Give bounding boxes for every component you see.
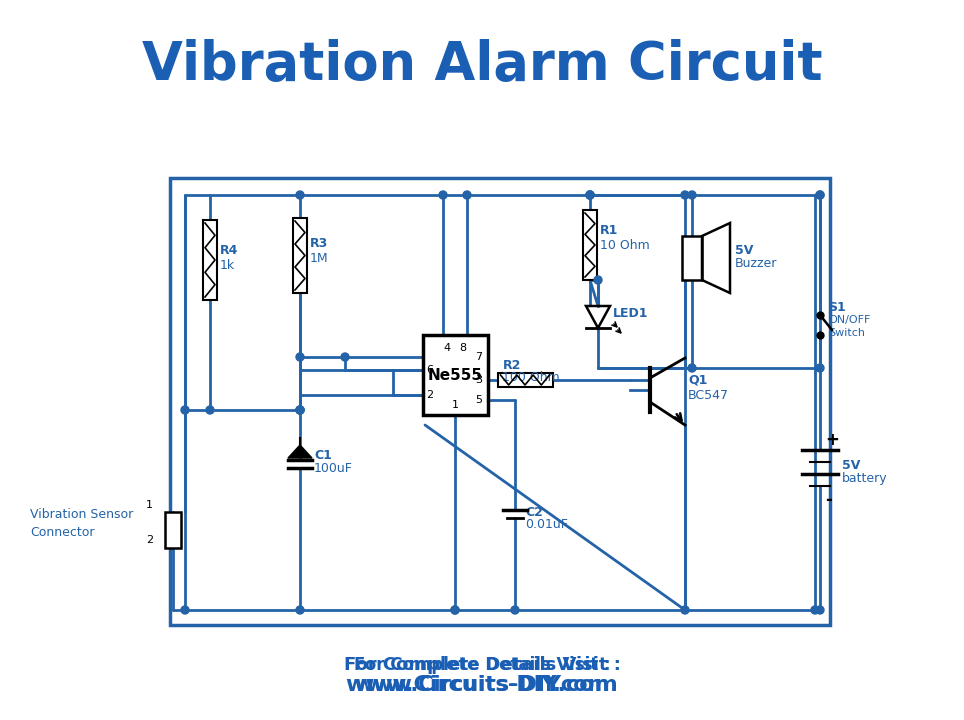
Text: R2: R2 xyxy=(502,359,521,372)
Text: C1: C1 xyxy=(314,449,332,462)
Bar xyxy=(293,218,307,293)
Text: S1: S1 xyxy=(828,300,845,313)
Text: 100uF: 100uF xyxy=(314,462,353,474)
Text: 2: 2 xyxy=(426,390,434,400)
Text: C2: C2 xyxy=(525,505,543,518)
Text: ON/OFF: ON/OFF xyxy=(828,315,870,325)
Circle shape xyxy=(586,191,594,199)
Circle shape xyxy=(811,606,819,614)
Text: 100 Ohm: 100 Ohm xyxy=(502,371,560,384)
Text: www.Circuits-DIY.com: www.Circuits-DIY.com xyxy=(355,675,609,695)
Text: 1M: 1M xyxy=(310,251,329,264)
Circle shape xyxy=(688,364,696,372)
Circle shape xyxy=(594,276,602,284)
Text: 1: 1 xyxy=(451,400,459,410)
Circle shape xyxy=(439,191,447,199)
Text: LED1: LED1 xyxy=(613,307,649,320)
Text: +: + xyxy=(825,431,839,449)
Text: BC547: BC547 xyxy=(688,389,729,402)
Circle shape xyxy=(688,191,696,199)
Text: -: - xyxy=(825,491,832,509)
Circle shape xyxy=(181,406,189,414)
Bar xyxy=(682,236,702,280)
Text: Vibration Sensor: Vibration Sensor xyxy=(30,508,133,521)
Text: R1: R1 xyxy=(600,223,618,236)
Bar xyxy=(583,210,597,280)
Text: For Complete Details Visit :: For Complete Details Visit : xyxy=(354,656,610,674)
Text: 3: 3 xyxy=(475,375,483,385)
Bar xyxy=(203,220,217,300)
Circle shape xyxy=(296,406,304,414)
Circle shape xyxy=(816,606,824,614)
Text: 5V: 5V xyxy=(842,459,861,472)
Text: 6: 6 xyxy=(426,365,434,375)
Circle shape xyxy=(681,191,689,199)
Circle shape xyxy=(296,406,304,414)
Circle shape xyxy=(296,606,304,614)
Circle shape xyxy=(296,191,304,199)
Bar xyxy=(422,335,488,415)
Circle shape xyxy=(451,606,459,614)
Circle shape xyxy=(681,606,689,614)
Text: 10 Ohm: 10 Ohm xyxy=(600,238,650,251)
Text: Q1: Q1 xyxy=(688,374,708,387)
Text: www.Circuits-DIY.com: www.Circuits-DIY.com xyxy=(346,675,618,695)
Text: 5: 5 xyxy=(475,395,483,405)
Text: Connector: Connector xyxy=(30,526,94,539)
Circle shape xyxy=(816,191,824,199)
Text: 4: 4 xyxy=(443,343,450,353)
Text: Ne555: Ne555 xyxy=(427,367,483,382)
Circle shape xyxy=(816,364,824,372)
Circle shape xyxy=(341,353,349,361)
Text: battery: battery xyxy=(842,472,888,485)
Polygon shape xyxy=(288,445,312,458)
Bar xyxy=(170,178,830,625)
Circle shape xyxy=(451,606,459,614)
Text: Switch: Switch xyxy=(828,328,865,338)
Text: Vibration Alarm Circuit: Vibration Alarm Circuit xyxy=(142,39,822,91)
Circle shape xyxy=(586,191,594,199)
Text: R4: R4 xyxy=(220,243,238,256)
Text: 8: 8 xyxy=(460,343,467,353)
Text: Buzzer: Buzzer xyxy=(735,256,777,269)
Circle shape xyxy=(296,353,304,361)
Circle shape xyxy=(181,606,189,614)
Circle shape xyxy=(463,191,471,199)
Circle shape xyxy=(296,406,304,414)
Text: R3: R3 xyxy=(310,236,329,250)
Text: 1k: 1k xyxy=(220,258,235,271)
Text: 1: 1 xyxy=(146,500,153,510)
Circle shape xyxy=(206,406,214,414)
Text: For Complete Details Visit :: For Complete Details Visit : xyxy=(343,656,621,674)
Text: 0.01uF: 0.01uF xyxy=(525,518,568,531)
Circle shape xyxy=(511,606,519,614)
Bar xyxy=(165,512,181,548)
Circle shape xyxy=(586,191,594,199)
Bar xyxy=(497,373,552,387)
Circle shape xyxy=(816,191,824,199)
Text: 5V: 5V xyxy=(735,243,754,256)
Text: 7: 7 xyxy=(475,352,483,362)
Text: 2: 2 xyxy=(146,535,153,545)
